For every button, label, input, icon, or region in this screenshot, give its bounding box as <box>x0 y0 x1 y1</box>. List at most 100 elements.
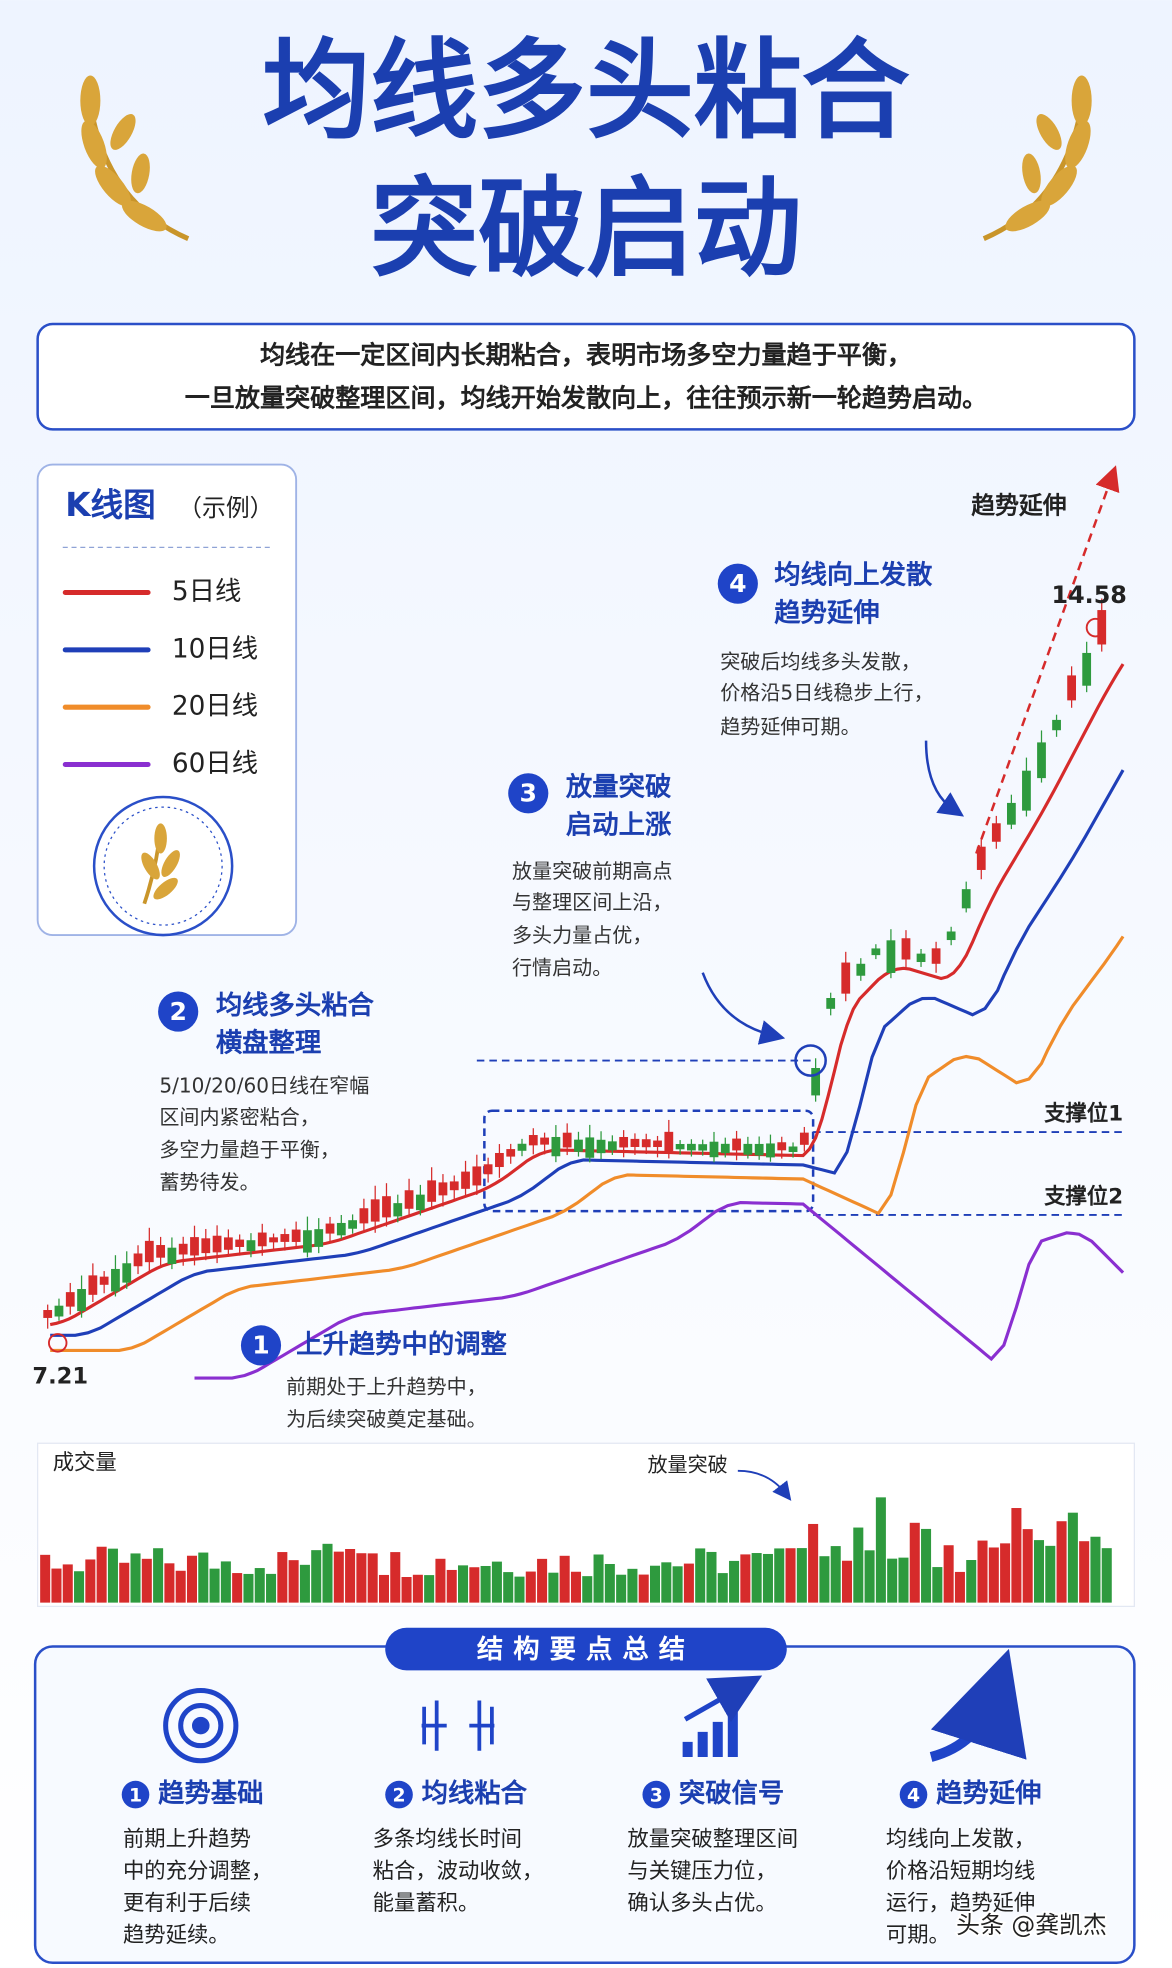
summary-item-text: 均线向上发散， <box>886 1827 1035 1852</box>
candle-body <box>754 1143 764 1156</box>
step-badge <box>240 1325 282 1366</box>
summary-item-text: 与关键压力位， <box>627 1859 776 1884</box>
volume-bar <box>480 1565 491 1603</box>
volume-bar <box>559 1555 570 1603</box>
step-number: 3 <box>650 1785 663 1806</box>
volume-bar <box>74 1571 85 1603</box>
summary-title: 结构要点总结 <box>477 1634 695 1665</box>
volume-bar <box>435 1558 446 1603</box>
legend-label: 10日线 <box>172 634 258 664</box>
candle-body <box>1037 742 1046 779</box>
candle-body <box>506 1149 516 1157</box>
volume-bar <box>695 1548 706 1603</box>
candle-body <box>826 998 836 1009</box>
volume-bar <box>85 1559 96 1603</box>
volume-bar <box>1022 1529 1033 1603</box>
summary-item-text: 前期上升趋势 <box>123 1827 251 1852</box>
candle-body <box>235 1239 245 1247</box>
volume-bar <box>1011 1508 1022 1603</box>
candle-body <box>212 1235 222 1253</box>
candle-body <box>856 963 866 976</box>
candle-body <box>65 1292 75 1307</box>
candle-body <box>167 1247 177 1265</box>
volume-bar <box>311 1550 322 1603</box>
volume-bar <box>909 1522 920 1603</box>
volume-bar <box>1000 1543 1011 1603</box>
candle-body <box>901 938 911 960</box>
volume-bar <box>345 1549 356 1603</box>
legend-label: 20日线 <box>172 692 258 722</box>
volume-annotation: 放量突破 <box>648 1452 728 1476</box>
candle-body <box>1006 802 1016 825</box>
annotation: 1 上升趋势中的调整 前期处于上升趋势中， 为后续突破奠定基础。 <box>240 1325 508 1431</box>
volume-bars <box>40 1497 1112 1603</box>
volume-bar <box>469 1567 480 1603</box>
step-number: 1 <box>129 1785 142 1806</box>
candle-body <box>201 1238 211 1254</box>
candle-body <box>472 1166 482 1186</box>
step-title: 上升趋势中的调整 <box>296 1329 507 1360</box>
annotation: 4 均线向上发散 趋势延伸 突破后均线多头发散， 价格沿5日线稳步上行， 趋势延… <box>717 560 934 739</box>
volume-bar <box>966 1560 977 1603</box>
candle-body <box>427 1180 437 1202</box>
volume-bar <box>254 1568 265 1603</box>
step-text: 放量突破前期高点 <box>512 859 672 883</box>
volume-bar <box>582 1576 593 1603</box>
volume-bar <box>1079 1541 1090 1603</box>
candle-body <box>257 1232 267 1247</box>
candle-body <box>777 1142 787 1151</box>
candle-body <box>675 1143 685 1150</box>
candle-body <box>1082 652 1092 686</box>
candle-body <box>77 1289 86 1312</box>
step-title: 趋势延伸 <box>774 598 879 628</box>
step-text: 与整理区间上沿， <box>512 890 672 914</box>
candle-body <box>1097 610 1107 645</box>
step-badge <box>717 563 758 604</box>
candle-body <box>359 1208 369 1224</box>
step-title: 均线向上发散 <box>774 560 933 591</box>
candle-body <box>976 846 986 870</box>
volume-bar <box>853 1527 864 1603</box>
volume-bar <box>119 1562 130 1603</box>
candle-body <box>799 1132 809 1145</box>
candle-body <box>111 1268 120 1292</box>
step-badge <box>508 773 549 814</box>
volume-bar <box>367 1553 378 1603</box>
candle-body <box>664 1131 674 1152</box>
candle-body <box>88 1275 98 1295</box>
volume-bar <box>209 1568 220 1603</box>
volume-bar <box>638 1574 649 1603</box>
step-text: 多空力量趋于平衡， <box>159 1137 340 1161</box>
intro-box <box>36 322 1136 431</box>
volume-bar <box>412 1574 423 1603</box>
volume-bar <box>729 1560 740 1603</box>
volume-bar <box>299 1564 310 1603</box>
step-title: 均线多头粘合 <box>216 990 375 1021</box>
volume-bar <box>390 1552 401 1603</box>
candle-body <box>190 1237 199 1256</box>
volume-bar <box>751 1553 762 1603</box>
volume-bar <box>424 1575 435 1603</box>
candles <box>43 598 1107 1329</box>
step-text: 蓄势待发。 <box>159 1170 259 1194</box>
step-text: 突破后均线多头发散， <box>720 649 921 673</box>
step-text: 价格沿5日线稳步上行， <box>720 681 933 705</box>
volume-bar <box>977 1540 988 1603</box>
candle-body <box>528 1135 538 1146</box>
candle-body <box>495 1152 504 1168</box>
legend: 5日线 10日线 20日线 60日线 <box>62 577 258 779</box>
volume-bar <box>491 1561 502 1603</box>
volume-bar <box>446 1569 457 1603</box>
volume-bar <box>706 1551 717 1603</box>
summary-item-text: 价格沿短期均线 <box>886 1859 1035 1884</box>
candle-body <box>596 1139 606 1154</box>
volume-bar <box>943 1545 954 1603</box>
pointer-arrow <box>924 740 965 817</box>
candle-body <box>370 1199 380 1222</box>
candle-body <box>246 1240 256 1252</box>
candle-body <box>461 1171 470 1189</box>
volume-bar <box>841 1560 853 1603</box>
volume-bar <box>616 1574 627 1603</box>
candle-body <box>325 1223 335 1234</box>
